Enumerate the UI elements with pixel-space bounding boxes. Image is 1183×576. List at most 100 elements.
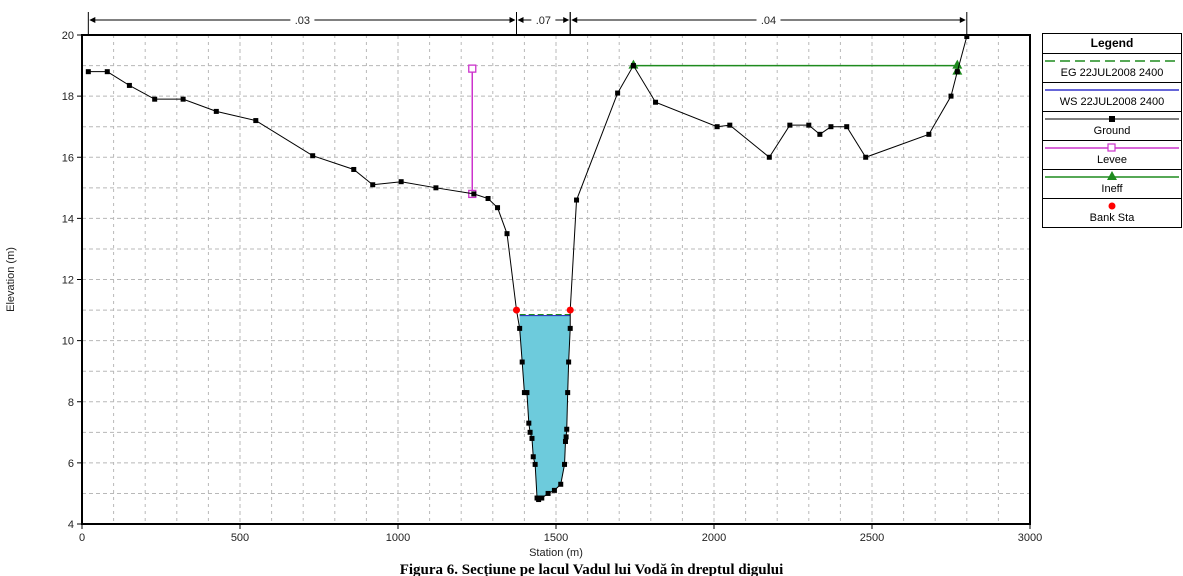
legend-label: Bank Sta <box>1089 212 1135 224</box>
ground-point <box>615 90 621 96</box>
ground-point <box>370 182 376 188</box>
x-tick-label: 0 <box>79 532 85 544</box>
legend-symbol <box>1045 89 1179 91</box>
legend-marker <box>1107 171 1117 180</box>
legend-marker <box>1107 143 1116 152</box>
ground-point <box>85 69 91 75</box>
y-tick-label: 14 <box>62 213 74 225</box>
y-tick-label: 6 <box>68 458 74 470</box>
ground-point <box>530 454 536 460</box>
y-axis-label: Elevation (m) <box>5 247 17 312</box>
ground-point <box>504 231 510 237</box>
legend-marker <box>1109 116 1115 122</box>
ground-point <box>521 390 527 396</box>
legend-label: WS 22JUL2008 2400 <box>1059 96 1165 108</box>
ground-point <box>180 96 186 102</box>
y-tick-label: 20 <box>62 30 74 42</box>
ground-point <box>519 359 525 365</box>
x-axis-label: Station (m) <box>529 547 583 559</box>
y-tick-label: 8 <box>68 397 74 409</box>
ground-point <box>253 118 259 124</box>
manning-arrow <box>959 17 966 23</box>
legend-item: Bank Sta <box>1043 199 1181 227</box>
ground-point <box>787 122 793 128</box>
ground-point <box>566 359 572 365</box>
legend-item: EG 22JUL2008 2400 <box>1043 54 1181 83</box>
ground-point <box>766 154 772 160</box>
ground-point <box>527 429 533 435</box>
legend-title: Legend <box>1043 34 1181 54</box>
ground-point <box>806 122 812 128</box>
ground-point <box>213 108 219 114</box>
ground-point <box>471 191 477 197</box>
y-tick-label: 10 <box>62 336 74 348</box>
ground-point <box>727 122 733 128</box>
ground-point <box>517 325 523 331</box>
manning-arrow <box>563 17 570 23</box>
bank-station-marker <box>513 306 520 314</box>
ground-point <box>126 82 132 88</box>
manning-arrow <box>571 17 578 23</box>
ground-point <box>485 196 491 202</box>
ground-point <box>551 487 557 493</box>
legend-symbol <box>1108 202 1116 210</box>
ground-point <box>954 69 960 75</box>
legend-item: WS 22JUL2008 2400 <box>1043 83 1181 112</box>
legend-item: Ineff <box>1043 170 1181 199</box>
legend-marker <box>1108 202 1116 210</box>
legend-item: Levee <box>1043 141 1181 170</box>
ground-point <box>104 69 110 75</box>
ground-point <box>433 185 439 191</box>
legend-item: Ground <box>1043 112 1181 141</box>
y-tick-label: 18 <box>62 91 74 103</box>
manning-arrow <box>509 17 516 23</box>
ground-point <box>563 434 569 440</box>
ground-point <box>398 179 404 185</box>
x-tick-label: 2500 <box>860 532 884 544</box>
ineff-marker <box>952 59 963 69</box>
ground-point <box>630 63 636 69</box>
chart-legend: Legend EG 22JUL2008 2400 WS 22JUL2008 240… <box>1042 33 1182 228</box>
ground-point <box>714 124 720 130</box>
ground-point <box>524 390 530 396</box>
ground-point <box>310 153 316 159</box>
ground-point <box>863 154 869 160</box>
x-tick-label: 3000 <box>1018 532 1042 544</box>
ground-line <box>88 36 968 501</box>
ground-point <box>565 390 571 396</box>
chart-series <box>85 34 970 503</box>
levee-marker <box>468 64 477 73</box>
manning-arrow <box>517 17 524 23</box>
ground-point <box>828 124 834 130</box>
ground-point <box>567 325 573 331</box>
axis-ticks: 0 500 1000 1500 2000 2500 3000 4 6 8 10 12 14 16 18 20 <box>62 30 1042 544</box>
ground-point <box>964 34 970 40</box>
ground-point <box>152 96 158 102</box>
legend-symbol <box>1045 143 1179 152</box>
ground-point <box>545 490 551 496</box>
x-tick-label: 500 <box>231 532 249 544</box>
legend-symbol <box>1045 60 1179 62</box>
manning-n-annotations: .03 .07 .04 <box>87 12 968 35</box>
ground-point <box>948 93 954 99</box>
ground-point <box>558 481 564 487</box>
bank-station-marker <box>566 306 574 314</box>
manning-n-label: .03 <box>295 15 310 27</box>
ground-point <box>564 426 570 432</box>
ground-point <box>532 461 538 467</box>
ground-point <box>817 131 823 137</box>
ground-point <box>526 420 532 426</box>
manning-label-bg <box>531 13 556 25</box>
ground-point <box>539 495 545 501</box>
ground-point <box>653 99 659 105</box>
legend-label: Levee <box>1097 154 1127 166</box>
legend-label: Ground <box>1093 125 1131 137</box>
manning-label-bg <box>756 13 781 25</box>
y-tick-label: 4 <box>68 519 74 531</box>
ground-point <box>562 461 568 467</box>
manning-n-label: .04 <box>761 15 776 27</box>
y-tick-label: 12 <box>62 275 74 287</box>
legend-label: Ineff <box>1101 183 1123 195</box>
x-tick-label: 1500 <box>544 532 568 544</box>
legend-label: EG 22JUL2008 2400 <box>1060 67 1164 79</box>
